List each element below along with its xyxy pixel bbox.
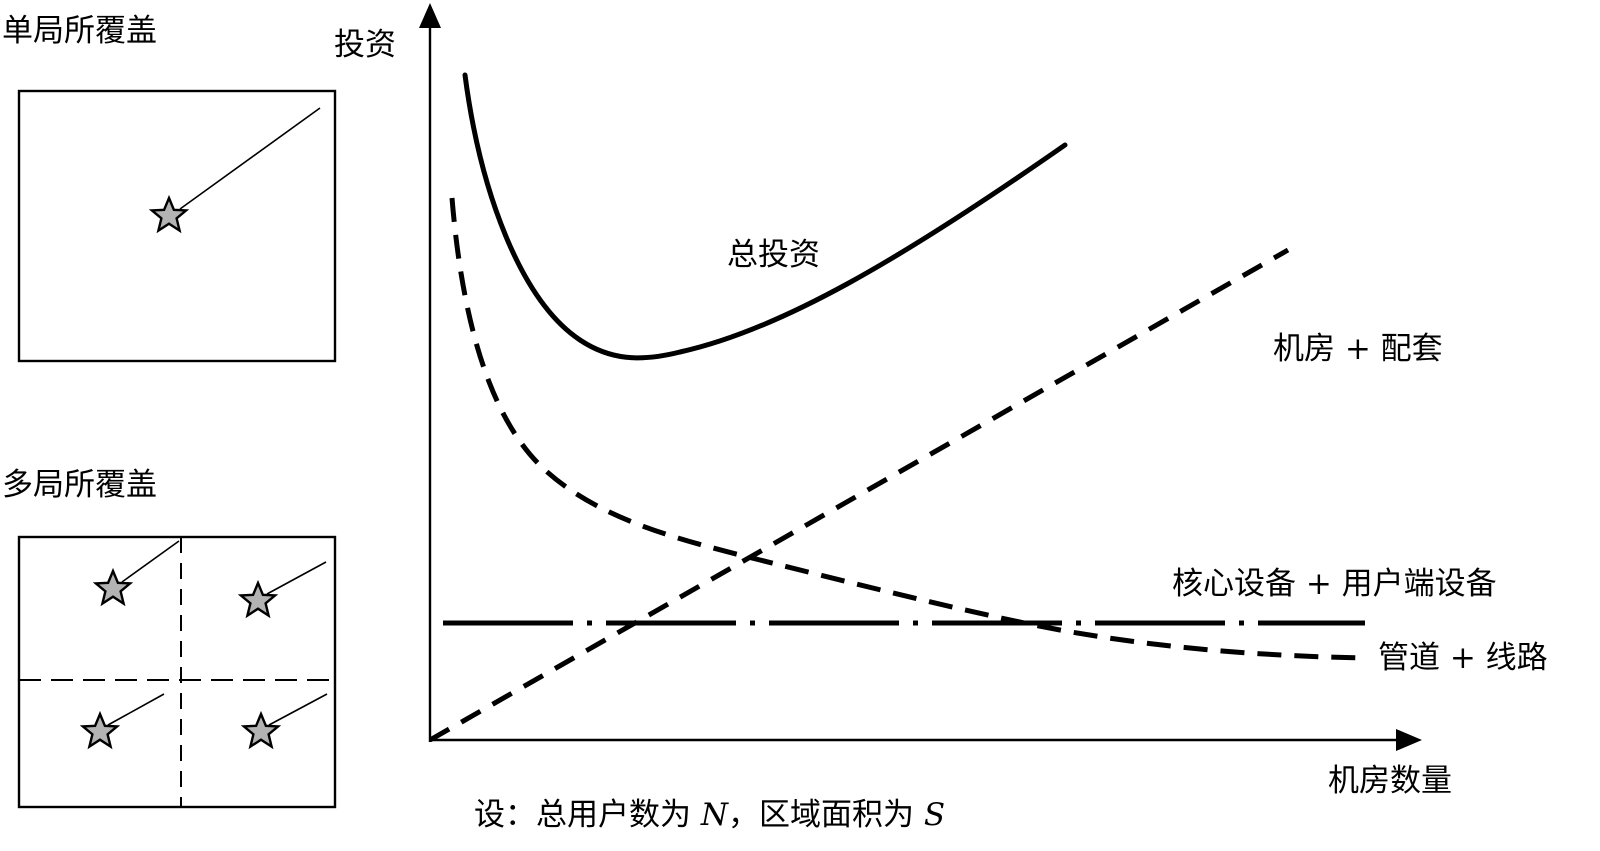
footnote-variable-n: N [700, 797, 728, 833]
coverage-line [266, 561, 327, 595]
office-star-icon [239, 581, 277, 617]
multi-coverage-area [17, 535, 337, 809]
x-axis-label: 机房数量 [1328, 763, 1452, 799]
room-support-label: 机房 + 配套 [1273, 331, 1443, 367]
core-equipment-label: 核心设备 + 用户端设备 [1172, 566, 1497, 602]
office-star-icon [242, 712, 280, 748]
footnote-prefix: 设：总用户数为 [474, 797, 701, 833]
x-axis-arrow-icon [1396, 729, 1422, 751]
multi-office-title: 多局所覆盖 [2, 467, 157, 503]
office-star-icon [150, 196, 188, 232]
office-star-icon [94, 569, 132, 605]
chart-curves [428, 72, 1366, 743]
footnote: 设：总用户数为 N，区域面积为 S [474, 800, 945, 831]
footnote-mid: ，区域面积为 [727, 797, 924, 833]
office-star-icon [81, 712, 119, 748]
single-coverage-area [17, 89, 337, 363]
total-investment-curve [462, 72, 1068, 361]
single-office-panel [17, 89, 337, 363]
pipeline-label: 管道 + 线路 [1378, 640, 1548, 676]
total-investment-label: 总投资 [727, 237, 820, 273]
room-support-line [428, 247, 1290, 743]
pipeline-curve [449, 197, 1366, 661]
y-axis-arrow-icon [419, 3, 441, 28]
chart-axes [419, 3, 1422, 751]
footnote-variable-s: S [923, 797, 946, 833]
single-office-title: 单局所覆盖 [2, 13, 157, 49]
coverage-line [107, 693, 165, 726]
y-axis-label: 投资 [334, 27, 396, 63]
coverage-line [179, 107, 321, 210]
multi-office-panel [17, 535, 337, 809]
coverage-line [268, 693, 328, 726]
coverage-line [121, 540, 180, 583]
